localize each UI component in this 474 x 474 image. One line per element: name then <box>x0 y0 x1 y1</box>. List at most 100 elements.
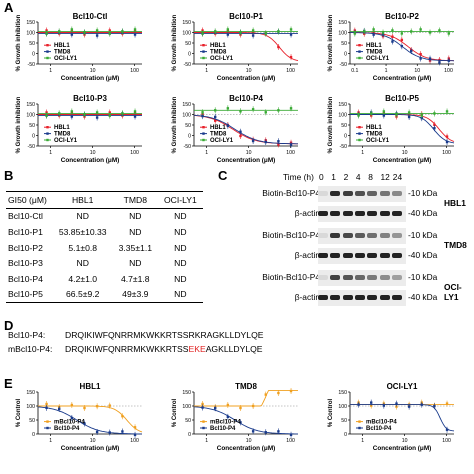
y-tick-label: 0 <box>32 432 35 438</box>
table-cell: ND <box>129 258 142 269</box>
y-tick-label: 100 <box>338 31 347 37</box>
series-line-bcl10-p4 <box>37 406 142 435</box>
legend-marker <box>202 126 205 129</box>
x-tick-label: 100 <box>286 68 295 74</box>
data-point-tmd8 <box>95 34 99 37</box>
data-point-oci-ly1 <box>239 110 242 113</box>
data-point-tmd8 <box>201 114 204 118</box>
data-point-bcl10-p4 <box>226 415 230 419</box>
plot-bcl10-p4: Bcl10-P4 -50 0 50 100 150 1 10 100 Concentration … <box>158 92 312 172</box>
plot-bcl10-p2: Bcl10-P2 -50 0 50 100 150 0.1 1 10 100 Concentrati… <box>314 10 468 90</box>
series-line-tmd8 <box>193 114 298 145</box>
data-point-bcl10-p4 <box>58 407 61 411</box>
blot-band <box>318 191 328 196</box>
table-cell: ND <box>174 258 187 269</box>
legend-marker <box>46 426 49 430</box>
blot-band <box>354 295 365 300</box>
y-tick-label: 100 <box>182 31 191 37</box>
x-tick-label: 1 <box>385 68 388 74</box>
x-tick-label: 100 <box>130 150 139 156</box>
table-cell: ND <box>174 211 187 222</box>
legend-marker <box>202 426 205 430</box>
data-point-tmd8 <box>133 33 137 36</box>
data-point-oci-ly1 <box>381 31 385 34</box>
blot-band <box>354 211 365 216</box>
data-point-hbl1 <box>400 38 404 42</box>
table-cell: ND <box>174 242 187 253</box>
x-axis-label: Concentration (μM) <box>61 157 120 164</box>
blot-band <box>367 191 378 196</box>
x-tick-label: 100 <box>442 438 451 444</box>
blot-band <box>391 295 402 300</box>
x-tick-label: 1 <box>205 150 208 156</box>
y-tick-label: 0 <box>344 432 347 438</box>
data-point-tmd8 <box>410 49 413 53</box>
y-tick-label: 150 <box>26 20 35 26</box>
data-point-tmd8 <box>289 143 293 146</box>
data-point-tmd8 <box>391 40 394 43</box>
data-point-oci-ly1 <box>95 111 99 114</box>
chart-svg: Bcl10-P2 -50 0 50 100 150 0.1 1 10 100 Concentrati… <box>328 12 455 82</box>
blot-band <box>342 191 353 196</box>
data-point-oci-ly1 <box>83 31 86 34</box>
data-point-hbl1 <box>214 119 217 122</box>
gi50-table: GI50 (μM) HBL1 TMD8 OCI-LY1 Bcl10-Ctl ND N… <box>6 191 203 304</box>
y-tick-label: 0 <box>32 134 35 140</box>
data-point-oci-ly1 <box>108 32 111 35</box>
table-row: Bcl10-P5 66.5±9.2 49±3.9 ND <box>6 286 203 304</box>
legend-label: TMD8 <box>366 132 383 138</box>
table-cell: Bcl10-P2 <box>8 242 43 253</box>
legend-marker <box>358 126 361 129</box>
data-point-oci-ly1 <box>58 112 61 115</box>
blot-band <box>379 233 390 238</box>
chart-svg: OCI-LY1 0 50 100 150 1 10 100 Concentration (μM)… <box>328 382 455 452</box>
data-point-oci-ly1 <box>447 32 451 35</box>
data-point-tmd8 <box>419 57 422 60</box>
data-point-oci-ly1 <box>45 114 48 117</box>
time-point-label: 24 <box>392 172 403 182</box>
data-point-mbcl10-p4 <box>289 389 293 393</box>
x-tick-label: 10 <box>414 68 420 74</box>
data-point-hbl1 <box>277 45 280 49</box>
blot-band <box>367 233 378 238</box>
x-tick-label: 1 <box>49 438 52 444</box>
data-point-oci-ly1 <box>428 31 432 34</box>
data-point-oci-ly1 <box>420 114 423 117</box>
data-point-bcl10-p4 <box>201 406 204 409</box>
x-axis-label: Concentration (μM) <box>217 157 276 164</box>
chart-svg: HBL1 0 50 100 150 1 10 100 Concentration (μM) % C… <box>16 382 143 452</box>
y-tick-label: 0 <box>188 432 191 438</box>
data-point-tmd8 <box>447 59 451 62</box>
data-point-bcl10-p4 <box>264 431 267 434</box>
y-axis-label: % Control <box>328 399 334 428</box>
legend-marker <box>46 126 49 129</box>
data-point-oci-ly1 <box>121 112 124 115</box>
time-point-label: 2 <box>343 172 349 182</box>
chart-title: Bcl10-P5 <box>385 94 419 103</box>
time-point-label: 4 <box>355 172 361 182</box>
x-tick-label: 10 <box>90 438 96 444</box>
data-point-mbcl10-p4 <box>83 406 86 410</box>
data-point-oci-ly1 <box>83 113 86 116</box>
table-cell: ND <box>76 211 89 222</box>
legend-label: HBL1 <box>366 43 382 49</box>
data-point-hbl1 <box>419 52 422 56</box>
legend-marker <box>358 44 361 47</box>
legend-label: OCI-LY1 <box>366 56 390 62</box>
table-cell: ND <box>129 226 142 237</box>
chart-title: Bcl10-P1 <box>229 12 263 21</box>
blot-band <box>318 233 328 238</box>
data-point-tmd8 <box>445 140 449 144</box>
y-tick-label: 100 <box>338 113 347 119</box>
data-point-tmd8 <box>133 115 137 118</box>
legend-marker <box>358 426 361 430</box>
legend-label: Bcl10-P4 <box>210 426 236 432</box>
data-point-oci-ly1 <box>445 110 449 113</box>
y-tick-label: 150 <box>26 390 35 396</box>
legend-label: HBL1 <box>210 125 226 131</box>
blot-band <box>330 211 341 216</box>
time-point-label: 0 <box>319 172 324 182</box>
blot-band <box>367 211 378 216</box>
data-point-mbcl10-p4 <box>226 403 230 407</box>
legend-marker <box>358 132 361 135</box>
